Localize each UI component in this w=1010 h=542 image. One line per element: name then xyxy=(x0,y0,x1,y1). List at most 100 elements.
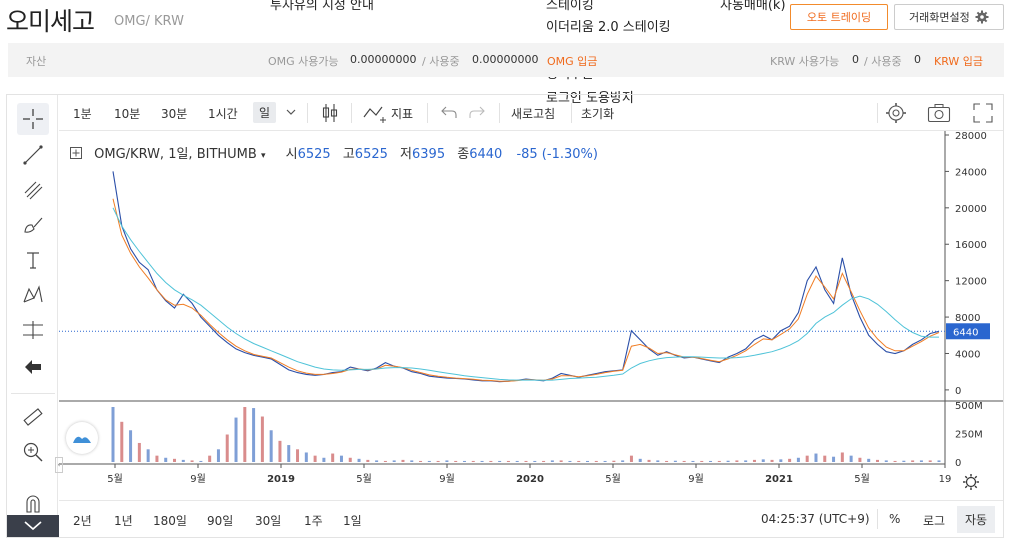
trend-line-icon[interactable] xyxy=(17,139,49,171)
y-tick-label: 24000 xyxy=(955,167,987,178)
fullscreen-icon[interactable] xyxy=(973,103,993,123)
crosshair-icon[interactable] xyxy=(17,103,49,135)
interval-1h[interactable]: 1시간 xyxy=(208,107,238,121)
low-label: 저 xyxy=(400,147,412,162)
volume-bar xyxy=(814,453,818,462)
indicator-icon[interactable] xyxy=(363,103,389,123)
arrow-left-icon[interactable] xyxy=(17,351,49,383)
x-tick-label: 5월 xyxy=(854,473,870,485)
x-tick-label: 2019 xyxy=(267,474,295,485)
camera-icon[interactable] xyxy=(927,103,951,123)
redo-icon[interactable] xyxy=(469,105,485,119)
measure-icon[interactable] xyxy=(17,314,49,346)
volume-bar xyxy=(287,445,291,462)
volume-bar xyxy=(454,460,458,462)
zoom-in-icon[interactable] xyxy=(17,436,49,468)
open-value: 6525 xyxy=(297,147,331,162)
volume-bar xyxy=(603,460,607,462)
y-tick-label: 12000 xyxy=(955,277,987,288)
menu-item-eth2-staking[interactable]: 이더리움 2.0 스테이킹 xyxy=(546,20,671,35)
volume-bar xyxy=(902,460,906,462)
brush-icon[interactable] xyxy=(17,209,49,241)
open-label: 시 xyxy=(285,147,298,162)
y-tick-label: 0 xyxy=(955,386,961,397)
interval-1m[interactable]: 1분 xyxy=(73,107,92,121)
omg-deposit-link[interactable]: OMG 입금 xyxy=(547,55,598,68)
volume-bar xyxy=(779,459,783,462)
volume-bar xyxy=(146,449,150,462)
asset-label: 자산 xyxy=(26,55,47,68)
expand-icon[interactable] xyxy=(70,147,82,159)
volume-bar xyxy=(638,458,642,462)
menu-item-auto-trade[interactable]: 자동매매(k) xyxy=(720,0,786,13)
omg-in-use-value: 0.00000000 xyxy=(472,53,539,66)
krw-available-value: 0 xyxy=(852,53,859,66)
interval-30m[interactable]: 30분 xyxy=(161,107,188,121)
reset-button[interactable]: 초기화 xyxy=(581,107,615,121)
volume-bar xyxy=(445,460,449,462)
omg-available-label: OMG 사용가능 xyxy=(268,55,339,68)
auto-toggle[interactable]: 자동 xyxy=(957,506,996,533)
range-2y[interactable]: 2년 xyxy=(73,514,92,528)
layout-settings-button[interactable]: 거래화면설정 xyxy=(894,4,1004,30)
indicators-label[interactable]: 지표 xyxy=(391,107,414,121)
volume-bar xyxy=(823,455,827,462)
candle-style-icon[interactable] xyxy=(321,103,339,123)
log-toggle[interactable]: 로그 xyxy=(923,514,946,528)
x-tick-label: 5월 xyxy=(605,473,621,485)
volume-tick-label: 250M xyxy=(955,430,983,441)
chevron-down-icon[interactable] xyxy=(286,109,296,117)
pattern-icon[interactable] xyxy=(17,279,49,311)
chart-legend: OMG/KRW, 1일, BITHUMB ▾ 시6525 고6525 저6395… xyxy=(70,143,598,162)
range-1d[interactable]: 1일 xyxy=(343,514,362,528)
volume-bar xyxy=(401,459,405,462)
range-1y[interactable]: 1년 xyxy=(114,514,133,528)
last-price-label: 6440 xyxy=(953,327,978,338)
range-1w[interactable]: 1주 xyxy=(304,514,323,528)
interval-day[interactable]: 일 xyxy=(253,102,277,123)
volume-bar xyxy=(919,460,923,462)
menu-item-notice[interactable]: 투자유의 지정 안내 xyxy=(270,0,374,13)
menu-item-staking[interactable]: 스테이킹 xyxy=(546,0,594,13)
volume-bar xyxy=(243,407,247,462)
volume-tick-label: 0 xyxy=(955,458,961,469)
percent-toggle[interactable]: % xyxy=(889,512,901,526)
collapse-toolbar-button[interactable] xyxy=(7,515,59,537)
volume-bar xyxy=(770,459,774,462)
volume-bar xyxy=(550,460,554,462)
refresh-button[interactable]: 새로고침 xyxy=(511,107,556,121)
volume-bar xyxy=(392,460,396,462)
volume-bar xyxy=(673,460,677,462)
settings-icon[interactable] xyxy=(885,102,907,124)
volume-bar xyxy=(911,460,915,462)
auto-trading-button[interactable]: 오토 트레이딩 xyxy=(790,4,888,30)
collapse-handle[interactable]: ‹ xyxy=(55,457,63,473)
volume-bar xyxy=(665,460,669,462)
interval-10m[interactable]: 10분 xyxy=(114,107,141,121)
range-180d[interactable]: 180일 xyxy=(153,514,187,528)
range-30d[interactable]: 30일 xyxy=(255,514,282,528)
krw-deposit-link[interactable]: KRW 입금 xyxy=(934,55,984,68)
axis-settings-icon[interactable] xyxy=(962,473,980,491)
x-tick-label: 2021 xyxy=(765,474,793,485)
volume-bar xyxy=(331,453,335,462)
chevron-down-icon[interactable]: ▾ xyxy=(260,151,266,161)
price-chart[interactable]: 0 4000 8000 12000 16000 20000 24000 28000 0 250M 5… xyxy=(59,131,1003,500)
volume-bar xyxy=(559,460,563,462)
volume-bar xyxy=(375,460,379,462)
magnet-icon[interactable] xyxy=(17,487,49,519)
pitchfork-icon[interactable] xyxy=(17,174,49,206)
volume-bar xyxy=(568,460,572,462)
range-90d[interactable]: 90일 xyxy=(207,514,234,528)
omg-available-value: 0.00000000 xyxy=(350,53,417,66)
text-icon[interactable] xyxy=(17,244,49,276)
volume-bar xyxy=(726,460,730,462)
volume-bar xyxy=(744,460,748,462)
undo-icon[interactable] xyxy=(441,105,457,119)
volume-bar xyxy=(436,460,440,462)
volume-bar xyxy=(173,458,177,462)
ruler-icon[interactable] xyxy=(17,401,49,433)
series-line-1 xyxy=(112,198,940,382)
volume-bar xyxy=(717,460,721,462)
symbol-label[interactable]: OMG/KRW, 1일, BITHUMB xyxy=(94,147,257,162)
